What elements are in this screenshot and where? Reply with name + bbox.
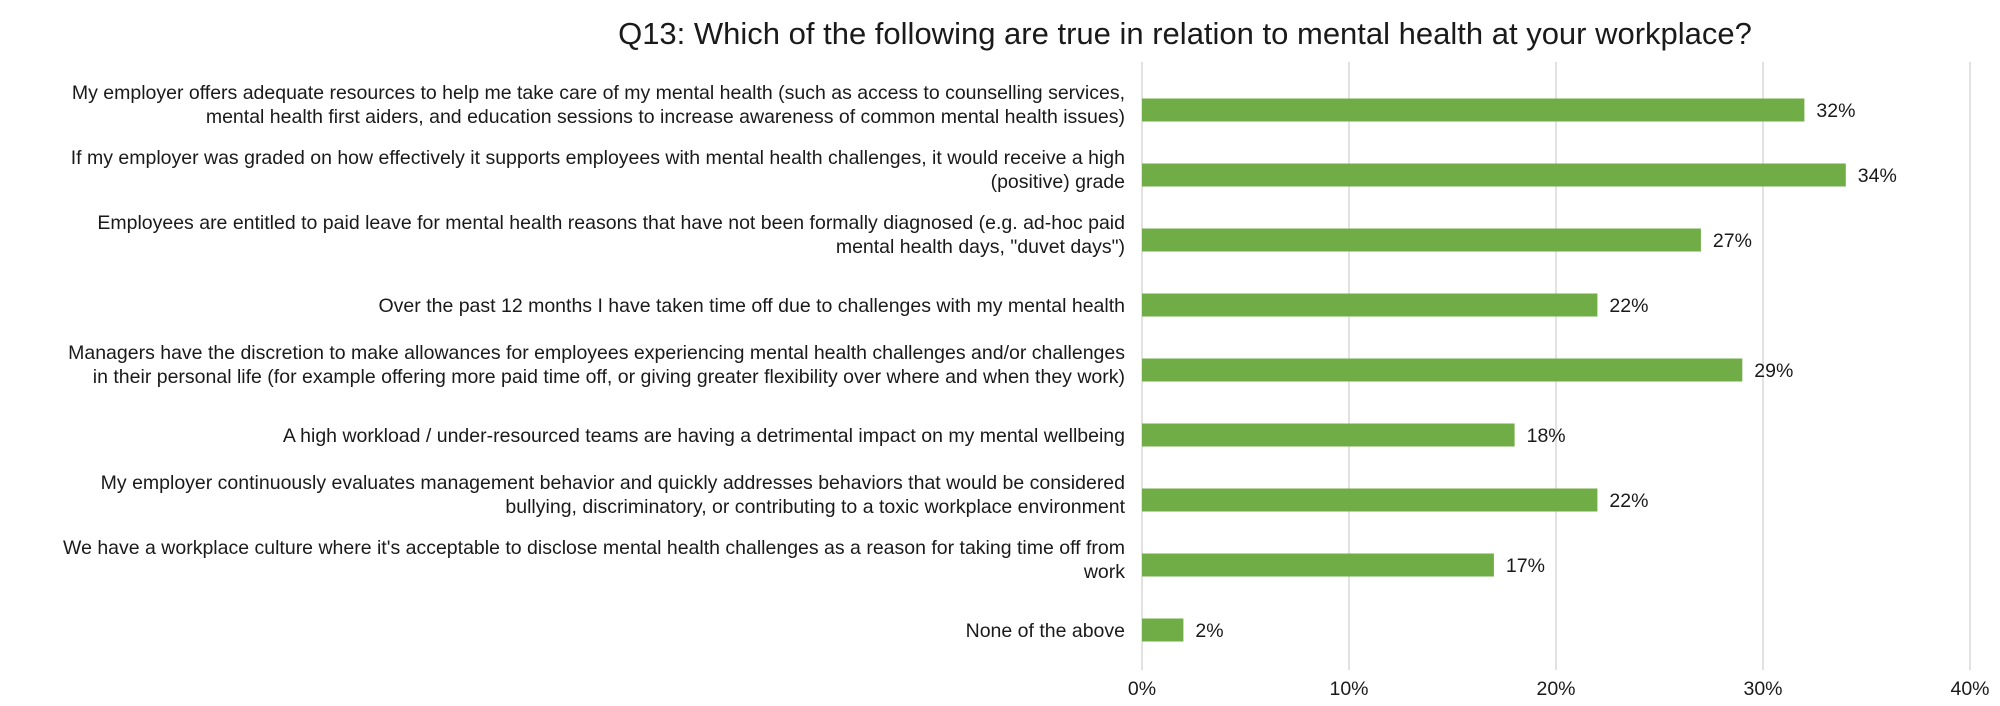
category-label: mental health first aiders, and educatio…	[206, 106, 1125, 128]
x-tick-label: 10%	[1329, 678, 1368, 700]
category-label: My employer continuously evaluates manag…	[101, 472, 1125, 494]
bar	[1142, 358, 1743, 382]
x-axis-ticks: 0% 10% 20% 30% 40%	[1128, 678, 1990, 700]
bar	[1142, 553, 1494, 577]
bar	[1142, 293, 1598, 317]
bar	[1142, 423, 1515, 447]
bars	[1142, 98, 1846, 642]
x-tick-label: 30%	[1743, 678, 1782, 700]
x-tick-label: 0%	[1128, 678, 1156, 700]
category-label: bullying, discriminatory, or contributin…	[505, 496, 1125, 518]
category-label: My employer offers adequate resources to…	[72, 82, 1125, 104]
bar	[1142, 98, 1805, 122]
bar	[1142, 618, 1184, 642]
category-label: work	[1083, 561, 1125, 583]
category-label: mental health days, "duvet days")	[836, 236, 1125, 258]
category-label: (positive) grade	[991, 171, 1125, 193]
bar	[1142, 228, 1701, 252]
data-label: 17%	[1506, 555, 1545, 577]
x-tick-label: 40%	[1950, 678, 1989, 700]
data-label: 22%	[1609, 295, 1648, 317]
category-label: A high workload / under-resourced teams …	[283, 425, 1125, 447]
category-label: We have a workplace culture where it's a…	[63, 537, 1125, 559]
data-labels: 32% 34% 27% 22% 29% 18% 22% 17% 2%	[1195, 100, 1896, 642]
category-label: in their personal life (for example offe…	[93, 366, 1125, 388]
data-label: 2%	[1195, 620, 1223, 642]
bar	[1142, 488, 1598, 512]
data-label: 29%	[1754, 360, 1793, 382]
x-tick-label: 20%	[1536, 678, 1575, 700]
data-label: 18%	[1527, 425, 1566, 447]
data-label: 22%	[1609, 490, 1648, 512]
data-label: 27%	[1713, 230, 1752, 252]
data-label: 34%	[1858, 165, 1897, 187]
chart-title: Q13: Which of the following are true in …	[618, 16, 1752, 51]
category-label: If my employer was graded on how effecti…	[71, 147, 1125, 169]
bar	[1142, 163, 1846, 187]
category-label: Employees are entitled to paid leave for…	[97, 212, 1125, 234]
category-labels: My employer offers adequate resources to…	[63, 82, 1126, 642]
category-label: Over the past 12 months I have taken tim…	[379, 295, 1125, 317]
category-label: None of the above	[966, 620, 1125, 642]
category-label: Managers have the discretion to make all…	[68, 342, 1125, 364]
data-label: 32%	[1816, 100, 1855, 122]
